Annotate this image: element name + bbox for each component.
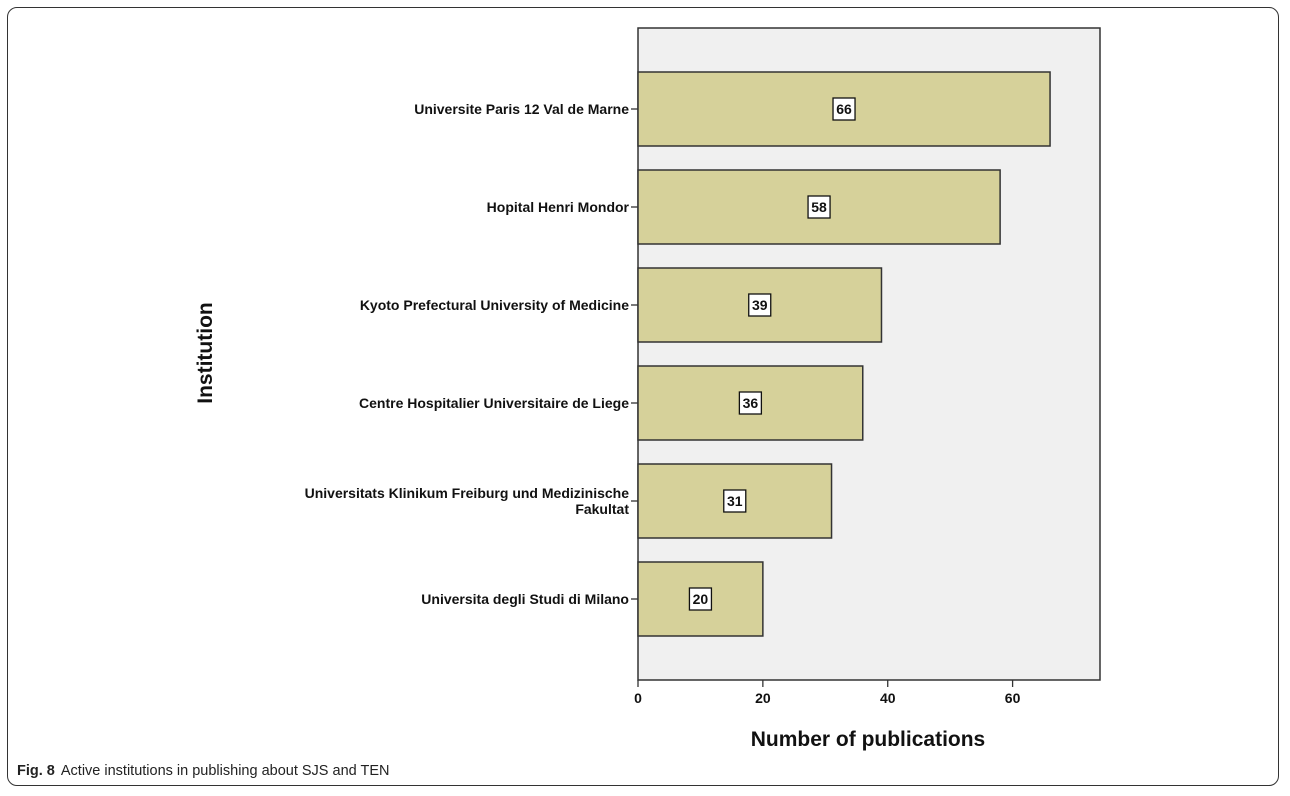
data-label-box: [807, 195, 831, 219]
figure-caption: Fig. 8 Active institutions in publishing …: [17, 763, 389, 779]
data-label: 39: [752, 297, 768, 313]
category-label: Universitats Klinikum Freiburg und Mediz…: [305, 485, 630, 501]
x-tick-label: 20: [755, 690, 771, 706]
category-label: Universita degli Studi di Milano: [421, 591, 629, 607]
y-axis-label: Institution: [194, 302, 217, 403]
data-label-box: [832, 97, 856, 121]
figure-frame: [7, 7, 1279, 786]
category-label: Fakultat: [575, 501, 629, 517]
category-label: Hopital Henri Mondor: [487, 199, 630, 215]
caption-text: Active institutions in publishing about …: [60, 763, 390, 779]
data-label: 31: [727, 493, 743, 509]
x-tick-label: 0: [634, 690, 642, 706]
category-label: Centre Hospitalier Universitaire de Lieg…: [359, 395, 629, 411]
data-label: 58: [811, 199, 827, 215]
data-label-box: [748, 293, 772, 317]
data-label: 20: [693, 591, 709, 607]
data-label: 36: [743, 395, 759, 411]
category-label: Universite Paris 12 Val de Marne: [414, 101, 629, 117]
data-label-box: [723, 489, 747, 513]
x-tick-label: 60: [1005, 690, 1021, 706]
x-axis-label: Number of publications: [751, 728, 986, 751]
x-tick-label: 40: [880, 690, 896, 706]
category-label: Kyoto Prefectural University of Medicine: [360, 297, 629, 313]
data-label: 66: [836, 101, 852, 117]
caption-label: Fig. 8: [17, 763, 55, 779]
data-label-box: [688, 587, 713, 611]
data-label-box: [738, 391, 763, 415]
